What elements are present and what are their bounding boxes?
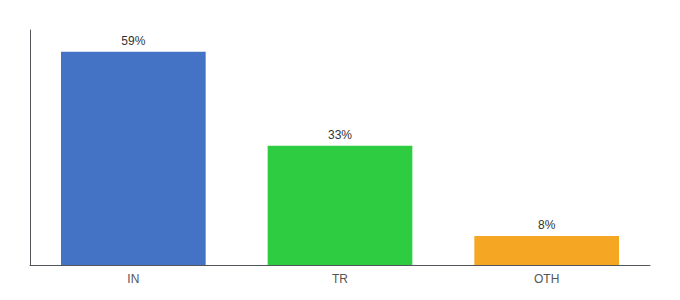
svg-text:IN: IN (127, 272, 139, 286)
svg-text:TR: TR (332, 272, 348, 286)
svg-text:8%: 8% (538, 218, 556, 232)
svg-text:33%: 33% (328, 128, 352, 142)
svg-text:59%: 59% (121, 34, 145, 48)
svg-text:OTH: OTH (534, 272, 559, 286)
